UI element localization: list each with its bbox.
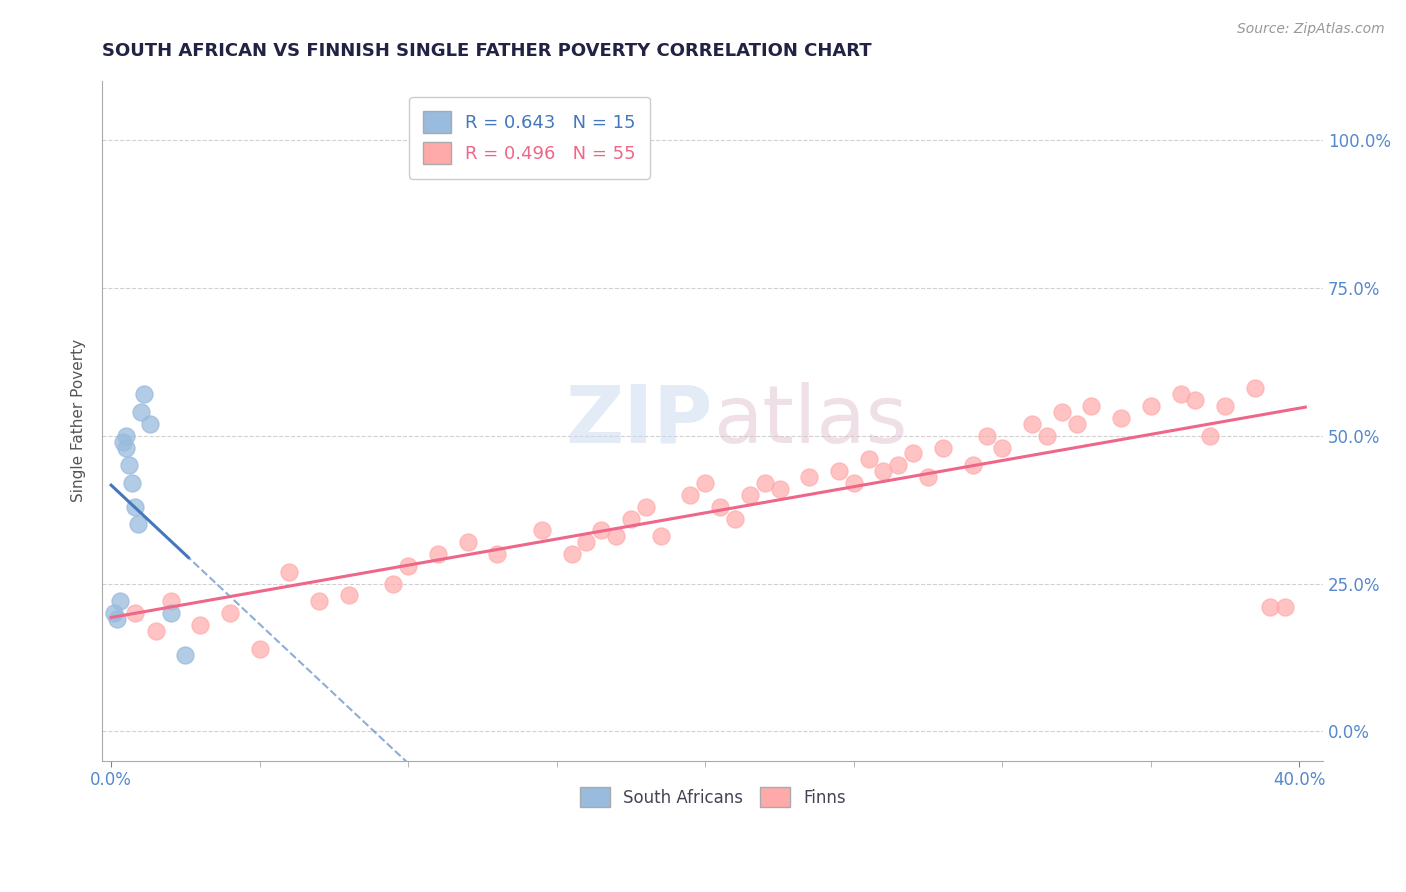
Point — [858, 452, 880, 467]
Point — [174, 648, 197, 662]
Point — [115, 441, 138, 455]
Point — [103, 606, 125, 620]
Point — [1050, 405, 1073, 419]
Point — [591, 524, 613, 538]
Legend: South Africans, Finns: South Africans, Finns — [574, 780, 852, 814]
Point — [1109, 411, 1132, 425]
Point — [486, 547, 509, 561]
Point — [1036, 428, 1059, 442]
Point — [1199, 428, 1222, 442]
Point — [872, 464, 894, 478]
Point — [132, 387, 155, 401]
Point — [650, 529, 672, 543]
Point — [1213, 399, 1236, 413]
Point — [695, 476, 717, 491]
Point — [634, 500, 657, 514]
Point — [129, 405, 152, 419]
Point — [382, 576, 405, 591]
Y-axis label: Single Father Poverty: Single Father Poverty — [72, 339, 86, 502]
Point — [887, 458, 910, 473]
Text: atlas: atlas — [713, 382, 907, 460]
Text: Source: ZipAtlas.com: Source: ZipAtlas.com — [1237, 22, 1385, 37]
Point — [118, 458, 141, 473]
Point — [901, 446, 924, 460]
Point — [1170, 387, 1192, 401]
Point — [530, 524, 553, 538]
Point — [932, 441, 955, 455]
Point — [426, 547, 449, 561]
Point — [124, 606, 146, 620]
Point — [962, 458, 984, 473]
Point — [127, 517, 149, 532]
Point — [1184, 393, 1206, 408]
Point — [620, 511, 643, 525]
Point — [799, 470, 821, 484]
Point — [139, 417, 162, 431]
Point — [754, 476, 776, 491]
Point — [1274, 600, 1296, 615]
Point — [768, 482, 790, 496]
Point — [308, 594, 330, 608]
Point — [605, 529, 627, 543]
Point — [1021, 417, 1043, 431]
Point — [1080, 399, 1102, 413]
Point — [842, 476, 865, 491]
Point — [917, 470, 939, 484]
Point — [991, 441, 1014, 455]
Point — [108, 594, 131, 608]
Point — [1243, 381, 1265, 395]
Point — [159, 594, 181, 608]
Point — [575, 535, 598, 549]
Point — [396, 558, 419, 573]
Point — [124, 500, 146, 514]
Point — [709, 500, 731, 514]
Point — [738, 488, 761, 502]
Point — [188, 618, 211, 632]
Point — [1066, 417, 1088, 431]
Point — [159, 606, 181, 620]
Point — [115, 428, 138, 442]
Point — [105, 612, 128, 626]
Point — [219, 606, 242, 620]
Point — [828, 464, 851, 478]
Point — [145, 624, 167, 638]
Point — [111, 434, 134, 449]
Point — [121, 476, 143, 491]
Point — [249, 641, 271, 656]
Point — [976, 428, 998, 442]
Point — [679, 488, 702, 502]
Point — [724, 511, 747, 525]
Point — [337, 589, 360, 603]
Point — [1258, 600, 1281, 615]
Text: SOUTH AFRICAN VS FINNISH SINGLE FATHER POVERTY CORRELATION CHART: SOUTH AFRICAN VS FINNISH SINGLE FATHER P… — [103, 42, 872, 60]
Point — [561, 547, 583, 561]
Point — [457, 535, 479, 549]
Point — [1140, 399, 1163, 413]
Point — [278, 565, 301, 579]
Text: ZIP: ZIP — [565, 382, 713, 460]
